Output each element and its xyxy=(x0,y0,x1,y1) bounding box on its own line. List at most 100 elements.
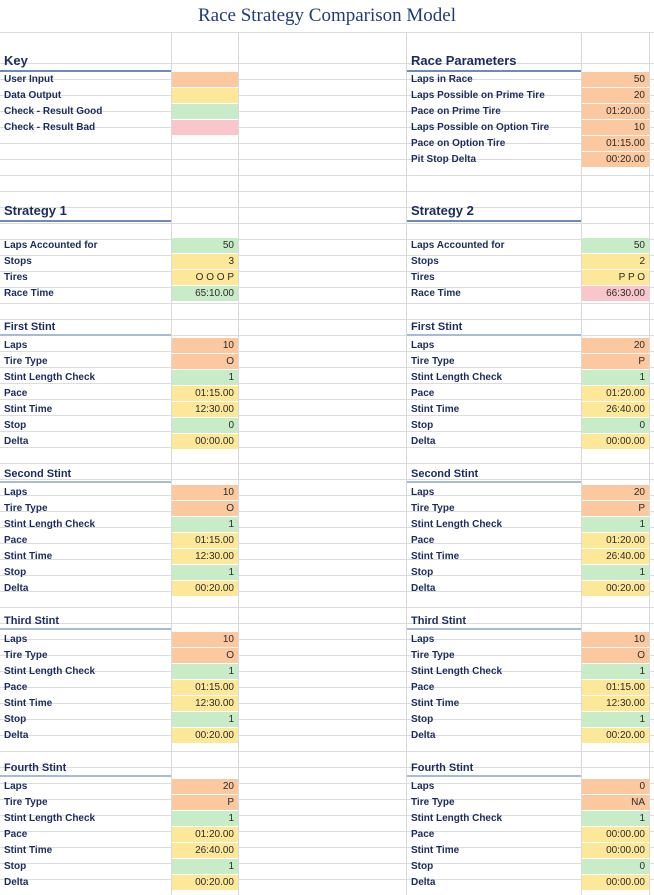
grid-row xyxy=(0,416,654,432)
s2-heading: Strategy 2 xyxy=(407,200,581,222)
stint-laps-value[interactable]: 10 xyxy=(172,632,238,647)
stint-delta-value: 00:20.00 xyxy=(172,728,238,743)
stint-laps-value[interactable]: 20 xyxy=(582,485,649,500)
stint-time-value: 12:30.00 xyxy=(582,696,649,711)
race-param-value[interactable]: 01:15.00 xyxy=(582,136,649,151)
race-param-value[interactable]: 10 xyxy=(582,120,649,135)
stint-field-label: Stop xyxy=(4,567,27,578)
stint-pace-value: 01:15.00 xyxy=(172,680,238,695)
grid-row xyxy=(0,832,654,848)
stint-tire-value[interactable]: O xyxy=(172,354,238,369)
grid-row xyxy=(0,720,654,736)
grid-row xyxy=(0,768,654,784)
stint-check-value: 1 xyxy=(582,664,649,679)
s2-summary-value: 50 xyxy=(582,238,649,253)
stint-tire-value[interactable]: NA xyxy=(582,795,649,810)
stint-laps-value[interactable]: 10 xyxy=(582,632,649,647)
s1-summary-label: Stops xyxy=(4,256,32,267)
stint-tire-value[interactable]: P xyxy=(172,795,238,810)
race-param-label: Pace on Prime Tire xyxy=(411,106,501,117)
stint-field-label: Stint Length Check xyxy=(4,372,96,383)
stint-tire-value[interactable]: O xyxy=(582,648,649,663)
stint-time-value: 12:30.00 xyxy=(172,402,238,417)
stint-stop-value: 1 xyxy=(582,565,649,580)
stint-field-label: Stint Length Check xyxy=(4,813,96,824)
race-param-label: Laps Possible on Prime Tire xyxy=(411,90,545,101)
s2-summary-value: P P O xyxy=(582,270,649,285)
grid-row xyxy=(0,608,654,624)
stint-pace-value: 00:00.00 xyxy=(582,827,649,842)
stint-tire-value[interactable]: O xyxy=(172,648,238,663)
stint-field-label: Laps xyxy=(4,340,28,351)
race-param-value[interactable]: 01:20.00 xyxy=(582,104,649,119)
key-item-label: Check - Result Bad xyxy=(4,122,96,133)
stint-pace-value: 01:20.00 xyxy=(582,533,649,548)
grid-row xyxy=(0,160,654,176)
grid-row xyxy=(0,64,654,80)
race-param-value[interactable]: 50 xyxy=(582,72,649,87)
stint-field-label: Stint Time xyxy=(4,551,53,562)
race-param-value[interactable]: 00:20.00 xyxy=(582,152,649,167)
stint-laps-value[interactable]: 20 xyxy=(172,779,238,794)
grid-row xyxy=(0,352,654,368)
key-swatch xyxy=(172,88,238,103)
stint-check-value: 1 xyxy=(172,517,238,532)
stint-tire-value[interactable]: P xyxy=(582,354,649,369)
s2-stint-heading: Second Stint xyxy=(407,465,581,483)
stint-field-label: Laps xyxy=(411,340,435,351)
stint-field-label: Pace xyxy=(411,535,435,546)
stint-delta-value: 00:20.00 xyxy=(582,581,649,596)
stint-laps-value[interactable]: 20 xyxy=(582,338,649,353)
grid-row xyxy=(0,208,654,224)
stint-field-label: Stint Time xyxy=(411,551,460,562)
grid-row xyxy=(0,704,654,720)
s1-stint-heading: First Stint xyxy=(0,318,171,336)
stint-field-label: Delta xyxy=(4,436,29,447)
stint-time-value: 12:30.00 xyxy=(172,549,238,564)
stint-delta-value: 00:20.00 xyxy=(172,581,238,596)
stint-field-label: Tire Type xyxy=(411,797,455,808)
stint-field-label: Pace xyxy=(4,829,28,840)
grid-row xyxy=(0,576,654,592)
stint-field-label: Pace xyxy=(411,829,435,840)
grid-row xyxy=(0,512,654,528)
stint-tire-value[interactable]: O xyxy=(172,501,238,516)
stint-pace-value: 01:15.00 xyxy=(172,386,238,401)
stint-field-label: Delta xyxy=(411,730,436,741)
s1-heading: Strategy 1 xyxy=(0,200,171,222)
grid-row xyxy=(0,800,654,816)
grid-row xyxy=(0,112,654,128)
grid-row xyxy=(0,256,654,272)
grid-row xyxy=(0,656,654,672)
grid-row xyxy=(0,448,654,464)
grid-row xyxy=(0,848,654,864)
stint-laps-value[interactable]: 0 xyxy=(582,779,649,794)
key-swatch xyxy=(172,72,238,87)
grid-row xyxy=(0,544,654,560)
race-param-label: Laps Possible on Option Tire xyxy=(411,122,550,133)
grid-row xyxy=(0,48,654,64)
grid-row xyxy=(0,688,654,704)
stint-field-label: Stop xyxy=(4,714,27,725)
stint-field-label: Delta xyxy=(4,730,29,741)
s1-stint-heading: Fourth Stint xyxy=(0,759,171,777)
stint-tire-value[interactable]: P xyxy=(582,501,649,516)
stint-field-label: Tire Type xyxy=(4,503,48,514)
stint-laps-value[interactable]: 10 xyxy=(172,338,238,353)
race-param-value[interactable]: 20 xyxy=(582,88,649,103)
grid-row xyxy=(0,464,654,480)
stint-field-label: Pace xyxy=(4,388,28,399)
s2-stint-heading: Third Stint xyxy=(407,612,581,630)
stint-laps-value[interactable]: 10 xyxy=(172,485,238,500)
stint-field-label: Stint Time xyxy=(411,698,460,709)
stint-field-label: Stint Length Check xyxy=(411,519,503,530)
stint-field-label: Laps xyxy=(4,634,28,645)
key-heading: Key xyxy=(0,50,171,72)
race-param-label: Laps in Race xyxy=(411,74,473,85)
stint-delta-value: 00:00.00 xyxy=(172,434,238,449)
grid-row xyxy=(0,560,654,576)
s1-summary-value: O O O P xyxy=(172,270,238,285)
race-param-label: Pace on Option Tire xyxy=(411,138,506,149)
stint-delta-value: 00:20.00 xyxy=(582,728,649,743)
